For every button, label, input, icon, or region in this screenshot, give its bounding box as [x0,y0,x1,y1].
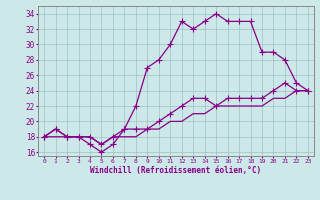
X-axis label: Windchill (Refroidissement éolien,°C): Windchill (Refroidissement éolien,°C) [91,166,261,175]
